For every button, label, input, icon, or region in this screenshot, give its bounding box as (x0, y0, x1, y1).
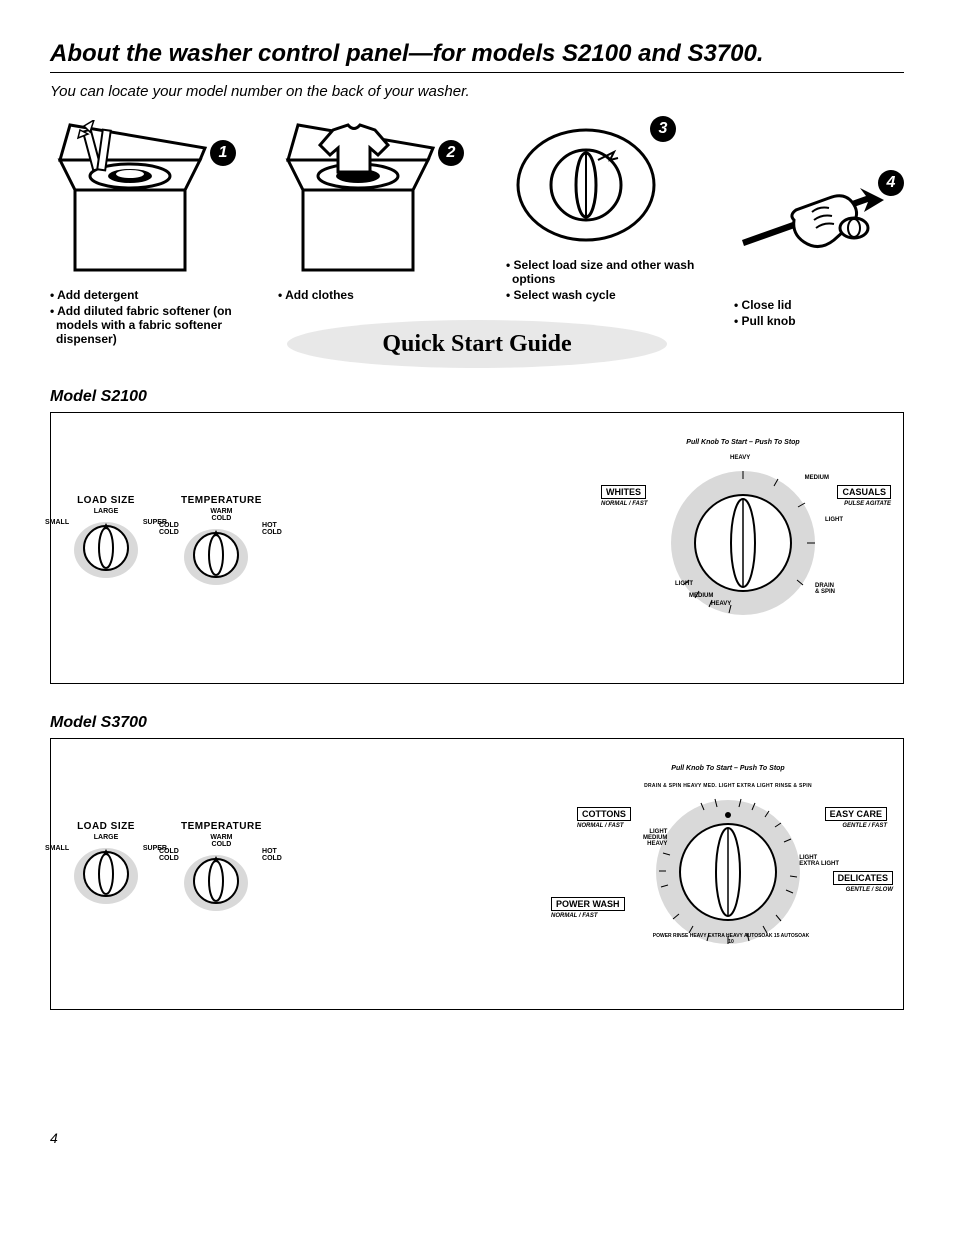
knob-label-top: LARGE (71, 508, 141, 515)
dial-casuals-sub: PULSE AGITATE (844, 501, 891, 507)
dial-casuals-box: CASUALS (837, 485, 891, 499)
bullet: Select wash cycle (512, 288, 706, 302)
knob-title: LOAD SIZE (71, 821, 141, 832)
step-badge-3: 3 (650, 116, 676, 142)
step-3: 3 Select load size and other wash option… (506, 120, 706, 348)
main-dial-icon (603, 453, 883, 633)
step-badge-2: 2 (438, 140, 464, 166)
temperature-knob: TEMPERATURE WARM COLD COLD COLD HOT COLD (181, 821, 262, 918)
title-rule (50, 72, 904, 73)
dial-delicates-box: DELICATES (833, 871, 893, 885)
dial-label: MEDIUM (805, 475, 829, 481)
page-title: About the washer control panel—for model… (50, 40, 904, 68)
dial-bottom-labels: POWER RINSE HEAVY EXTRA HEAVY AUTOSOAK 1… (651, 933, 811, 945)
step-3-bullets: Select load size and other wash options … (506, 258, 706, 302)
bullet: Select load size and other wash options (512, 258, 706, 286)
knob-label-top: WARM COLD (181, 508, 262, 522)
subtitle: You can locate your model number on the … (50, 83, 904, 100)
dial-delicates-sub: GENTLE / SLOW (846, 887, 893, 893)
knob-label-left: SMALL (45, 519, 69, 526)
load-size-knob: LOAD SIZE LARGE SMALL SUPER (71, 821, 141, 911)
step-2-bullets: Add clothes (278, 288, 478, 302)
dial-cottons-sub: NORMAL / FAST (577, 823, 624, 829)
dial-label: LIGHT (825, 517, 843, 523)
knob-label-left: COLD COLD (159, 848, 179, 862)
knob-icon (181, 848, 251, 918)
dial-easycare-sub: GENTLE / FAST (842, 823, 887, 829)
dial-label: HEAVY (711, 601, 731, 607)
washer-detergent-icon (50, 120, 210, 280)
s2100-left-knobs: LOAD SIZE LARGE SMALL SUPER TEMPERATURE … (71, 495, 262, 592)
knob-label-top: LARGE (71, 834, 141, 841)
hand-pull-knob-icon (734, 120, 904, 290)
dial-cottons-box: COTTONS (577, 807, 631, 821)
dial-select-icon (506, 120, 666, 250)
washer-clothes-icon (278, 120, 438, 280)
dial-easycare-box: EASY CARE (825, 807, 887, 821)
bullet: Pull knob (740, 314, 904, 328)
dial-label: DRAIN & SPIN (815, 583, 835, 595)
dial-arc-text: Pull Knob To Start – Push To Stop (573, 765, 883, 772)
dial-powerwash-sub: NORMAL / FAST (551, 913, 598, 919)
dial-arc-text: Pull Knob To Start – Push To Stop (603, 439, 883, 446)
knob-label-right: HOT COLD (262, 522, 282, 536)
model-s3700-label: Model S3700 (50, 714, 904, 732)
step-badge-4: 4 (878, 170, 904, 196)
knob-icon (181, 522, 251, 592)
step-badge-1: 1 (210, 140, 236, 166)
s2100-main-dial: Pull Knob To Start – Push To Stop WHITES… (603, 443, 883, 643)
dial-mid-left: LIGHT MEDIUM HEAVY (643, 829, 667, 847)
knob-icon (71, 841, 141, 911)
step-2: 2 Add clothes (278, 120, 478, 348)
dial-powerwash-box: POWER WASH (551, 897, 625, 911)
quick-start-steps: 1 Add detergent Add diluted fabric softe… (50, 120, 904, 348)
knob-title: TEMPERATURE (181, 821, 262, 832)
knob-label-left: COLD COLD (159, 522, 179, 536)
step-4: 4 Close lid Pull knob (734, 120, 904, 348)
knob-label-top: WARM COLD (181, 834, 262, 848)
dial-whites-sub: NORMAL / FAST (601, 501, 648, 507)
quick-start-guide-label: Quick Start Guide (287, 320, 667, 368)
dial-label: HEAVY (730, 455, 750, 461)
dial-top-labels: DRAIN & SPIN HEAVY MED. LIGHT EXTRA LIGH… (643, 783, 813, 789)
dial-label: MEDIUM (689, 593, 713, 599)
knob-icon (71, 515, 141, 585)
bullet: Add diluted fabric softener (on models w… (56, 304, 250, 346)
temperature-knob: TEMPERATURE WARM COLD COLD COLD HOT COLD (181, 495, 262, 592)
s3700-left-knobs: LOAD SIZE LARGE SMALL SUPER TEMPERATURE … (71, 821, 262, 918)
bullet: Add clothes (284, 288, 478, 302)
model-s2100-label: Model S2100 (50, 388, 904, 406)
knob-label-right: HOT COLD (262, 848, 282, 862)
page-number: 4 (50, 1130, 904, 1146)
dial-label: LIGHT (675, 581, 693, 587)
bullet: Close lid (740, 298, 904, 312)
dial-mid-right: LIGHT EXTRA LIGHT (799, 855, 839, 867)
s3700-main-dial: Pull Knob To Start – Push To Stop (573, 769, 883, 969)
dial-whites-box: WHITES (601, 485, 646, 499)
load-size-knob: LOAD SIZE LARGE SMALL SUPER (71, 495, 141, 585)
knob-title: LOAD SIZE (71, 495, 141, 506)
step-1: 1 Add detergent Add diluted fabric softe… (50, 120, 250, 348)
s3700-panel: LOAD SIZE LARGE SMALL SUPER TEMPERATURE … (50, 738, 904, 1010)
bullet: Add detergent (56, 288, 250, 302)
step-1-bullets: Add detergent Add diluted fabric softene… (50, 288, 250, 346)
knob-label-left: SMALL (45, 845, 69, 852)
knob-title: TEMPERATURE (181, 495, 262, 506)
step-4-bullets: Close lid Pull knob (734, 298, 904, 328)
s2100-panel: LOAD SIZE LARGE SMALL SUPER TEMPERATURE … (50, 412, 904, 684)
